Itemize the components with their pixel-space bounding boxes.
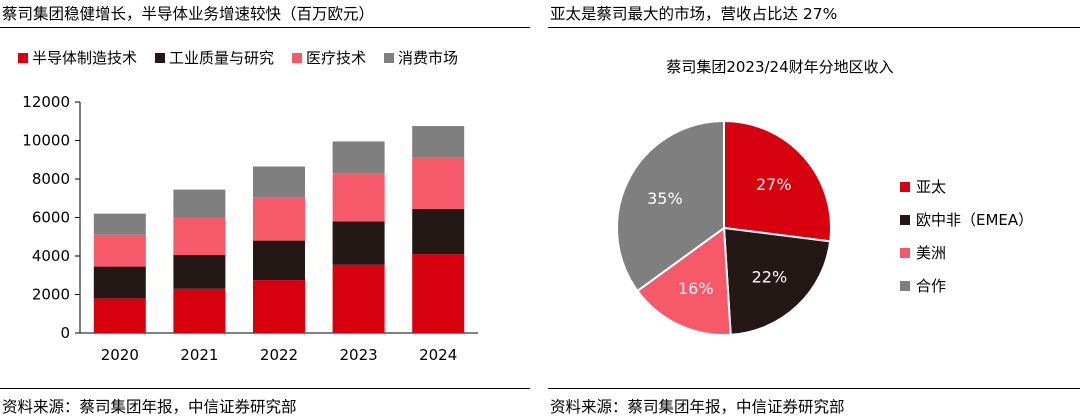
bar-segment: [173, 255, 226, 289]
bar-segment: [173, 217, 226, 256]
left-footer-rule: [0, 388, 530, 389]
bar-legend-item: 医疗技术: [292, 47, 366, 68]
pie-legend: 亚太欧中非（EMEA） 美洲合作: [900, 170, 1033, 302]
pie-data-label: 22%: [752, 267, 788, 286]
y-tick-label: 6000: [32, 209, 70, 227]
bar-segment: [253, 166, 305, 198]
bar-segment: [93, 266, 146, 299]
pie-legend-item: 亚太: [900, 170, 1033, 203]
legend-label: 半导体制造技术: [32, 49, 138, 67]
legend-swatch: [155, 52, 166, 63]
pie-slice: [722, 226, 832, 336]
right-panel: 亚太是蔡司最大的市场，营收占比达 27% 蔡司集团2023/24财年分地区收入 2…: [548, 0, 1080, 419]
bar-segment: [253, 197, 305, 241]
bar-legend-item: 工业质量与研究: [155, 47, 274, 68]
x-tick-label: 2022: [260, 346, 298, 364]
pie-data-label: 35%: [647, 189, 683, 208]
pie-legend-item: 欧中非（EMEA）: [900, 203, 1033, 236]
pie-slice: [723, 119, 832, 243]
bar-segment: [412, 254, 465, 333]
pie-data-label: 27%: [756, 175, 792, 194]
left-chart-title: 蔡司集团稳健增长，半导体业务增速较快（百万欧元）: [2, 5, 375, 23]
left-panel: 蔡司集团稳健增长，半导体业务增速较快（百万欧元） 半导体制造技术 工业质量与研究 医…: [0, 0, 530, 419]
pie-legend-item: 合作: [900, 269, 1033, 302]
pie-chart: 蔡司集团2023/24财年分地区收入 27% 22% 16% 35%: [616, 58, 894, 336]
pie-slice: [616, 119, 725, 293]
legend-label: 工业质量与研究: [169, 49, 275, 67]
legend-swatch: [292, 52, 303, 63]
legend-swatch: [384, 52, 395, 63]
bar-segment: [173, 189, 226, 218]
bar-segment: [253, 280, 305, 333]
left-source: 资料来源：蔡司集团年报，中信证券研究部: [2, 398, 297, 416]
right-source: 资料来源：蔡司集团年报，中信证券研究部: [550, 398, 845, 416]
right-chart-title: 亚太是蔡司最大的市场，营收占比达 27%: [550, 5, 838, 23]
pie-slice: [636, 226, 732, 336]
x-tick-label: 2023: [340, 346, 378, 364]
bar-segment: [93, 234, 146, 267]
bar-segment: [412, 208, 465, 255]
pie-legend-item: 美洲: [900, 236, 1033, 269]
y-tick-label: 4000: [32, 247, 70, 265]
legend-swatch: [900, 181, 910, 192]
bar-segment: [332, 173, 385, 222]
legend-swatch: [900, 280, 910, 291]
pie-data-label: 16%: [678, 279, 714, 298]
legend-swatch: [900, 247, 910, 258]
pie-title: 蔡司集团2023/24财年分地区收入: [666, 58, 893, 76]
bar-legend: 半导体制造技术 工业质量与研究 医疗技术 消费市场: [18, 47, 458, 68]
y-tick-label: 8000: [32, 170, 70, 188]
bar-chart: 0 2000 4000 6000 8000 10000 12000 2020 2021 2022 2…: [22, 93, 478, 364]
legend-label: 亚太: [916, 178, 947, 196]
x-tick-label: 2020: [101, 346, 139, 364]
legend-label: 医疗技术: [306, 49, 367, 67]
legend-label: 欧中非（EMEA）: [916, 211, 1034, 229]
bar-segment: [332, 141, 385, 174]
right-header-rule: [548, 27, 1080, 28]
x-tick-label: 2024: [419, 346, 457, 364]
bar-segment: [173, 288, 226, 333]
y-tick-label: 2000: [32, 286, 70, 304]
bar-segment: [332, 221, 385, 265]
y-tick-label: 0: [60, 324, 70, 342]
bar-legend-item: 半导体制造技术: [18, 47, 137, 68]
y-tick-label: 12000: [22, 93, 70, 111]
y-tick-label: 10000: [22, 132, 70, 150]
bar-segment: [93, 298, 146, 333]
right-footer-rule: [548, 388, 1080, 389]
bar-legend-item: 消费市场: [384, 47, 458, 68]
bar-segment: [332, 264, 385, 333]
legend-label: 合作: [916, 277, 947, 295]
legend-label: 美洲: [916, 244, 947, 262]
bar-segment: [93, 213, 146, 235]
legend-swatch: [18, 52, 28, 63]
legend-label: 消费市场: [398, 49, 459, 67]
bar-segment: [253, 240, 305, 281]
bar-segment: [412, 157, 465, 209]
legend-swatch: [900, 214, 910, 225]
left-header-rule: [0, 27, 530, 28]
bar-segment: [412, 126, 465, 158]
x-tick-label: 2021: [180, 346, 218, 364]
